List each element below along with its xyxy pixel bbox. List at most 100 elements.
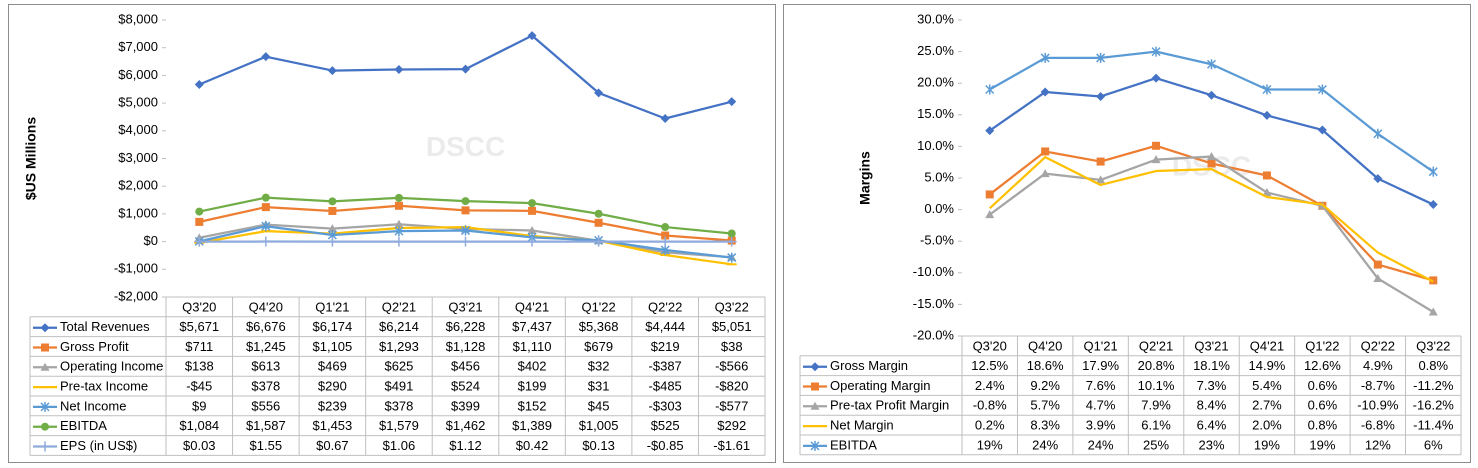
- table-value: 3.9%: [1086, 418, 1116, 433]
- y-axis-title: $US Millions: [23, 117, 39, 200]
- table-value: $0.67: [316, 438, 349, 453]
- y-tick-label: $6,000: [118, 67, 158, 82]
- table-value: 2.4%: [975, 378, 1005, 393]
- marker: [1096, 91, 1106, 101]
- marker: [461, 197, 470, 206]
- marker: [527, 236, 538, 247]
- marker: [460, 236, 471, 247]
- x-tick-label: Q3'21: [448, 299, 482, 314]
- table-value: 7.9%: [1141, 398, 1171, 413]
- table-value: $469: [318, 359, 347, 374]
- y-tick-label: $2,000: [118, 178, 158, 193]
- x-tick-label: Q2'22: [648, 299, 682, 314]
- marker: [1373, 128, 1383, 139]
- table-value: $556: [251, 398, 280, 413]
- y-tick-label: -15.0%: [913, 296, 955, 311]
- y-tick-label: $4,000: [118, 122, 158, 137]
- marker: [985, 84, 995, 95]
- table-value: -$485: [649, 379, 682, 394]
- marker: [1262, 171, 1271, 180]
- table-value: $399: [451, 398, 480, 413]
- marker: [328, 206, 337, 215]
- table-value: $239: [318, 398, 347, 413]
- marker: [328, 197, 337, 206]
- y-tick-label: 15.0%: [917, 106, 954, 121]
- marker: [985, 190, 994, 199]
- marker: [394, 193, 403, 202]
- marker: [1428, 200, 1438, 210]
- marker: [1040, 169, 1050, 178]
- marker: [1207, 159, 1216, 168]
- table-value: $1,587: [246, 418, 286, 433]
- marker: [41, 422, 49, 431]
- x-tick-label: Q1'22: [1305, 338, 1339, 353]
- marker: [985, 126, 995, 136]
- table-value: $45: [588, 398, 610, 413]
- marker: [661, 223, 670, 232]
- table-value: $31: [588, 379, 610, 394]
- marker: [528, 206, 537, 215]
- table-value: 8.3%: [1030, 418, 1060, 433]
- table-value: -11.4%: [1413, 418, 1454, 433]
- table-value: 5.7%: [1030, 398, 1060, 413]
- table-value: 6%: [1424, 437, 1443, 452]
- table-value: -$45: [186, 379, 212, 394]
- marker: [1206, 59, 1217, 70]
- marker: [1317, 84, 1327, 95]
- y-tick-label: 20.0%: [917, 75, 954, 90]
- table-value: $491: [384, 379, 413, 394]
- legend-label: Pre-tax Income: [60, 379, 148, 394]
- table-value: 6.4%: [1197, 418, 1227, 433]
- marker: [40, 441, 50, 452]
- marker: [594, 218, 603, 227]
- y-tick-label: -$1,000: [114, 261, 158, 276]
- table-value: -$387: [649, 359, 682, 374]
- table-value: $7,437: [512, 319, 552, 334]
- marker: [1207, 152, 1216, 161]
- marker: [40, 323, 50, 333]
- marker: [1151, 155, 1161, 164]
- marker: [527, 31, 537, 41]
- marker: [461, 64, 470, 74]
- table-value: $1.06: [383, 438, 416, 453]
- x-tick-label: Q3'20: [973, 338, 1007, 353]
- marker: [810, 401, 820, 410]
- table-value: $1,105: [313, 339, 353, 354]
- table-value: 12.5%: [971, 358, 1008, 373]
- marker: [394, 226, 404, 237]
- marker: [1317, 125, 1327, 135]
- table-value: 19%: [977, 437, 1003, 452]
- y-tick-label: $0: [144, 233, 158, 248]
- table-value: -$820: [715, 379, 748, 394]
- table-value: -0.8%: [973, 398, 1007, 413]
- marker: [394, 64, 404, 74]
- marker: [727, 252, 737, 263]
- table-value: 20.8%: [1138, 358, 1175, 373]
- marker: [261, 52, 271, 62]
- table-value: 18.1%: [1193, 358, 1230, 373]
- marker: [594, 88, 604, 98]
- table-value: 2.7%: [1252, 398, 1282, 413]
- legend-label: Operating Income: [60, 359, 163, 374]
- marker: [394, 219, 404, 228]
- table-value: -$303: [649, 398, 682, 413]
- table-value: 9.2%: [1030, 378, 1060, 393]
- marker: [1428, 166, 1438, 177]
- table-value: $138: [185, 359, 214, 374]
- legend-label: Gross Profit: [60, 339, 129, 354]
- y-tick-label: 5.0%: [924, 169, 954, 184]
- legend-label: Gross Margin: [830, 358, 908, 373]
- table-value: $0.42: [516, 438, 549, 453]
- x-tick-label: Q1'22: [581, 299, 615, 314]
- table-value: $524: [451, 379, 480, 394]
- marker: [810, 362, 820, 372]
- table-value: -$566: [715, 359, 748, 374]
- table-value: $1,579: [379, 418, 419, 433]
- table-value: $6,214: [379, 319, 419, 334]
- y-tick-label: $7,000: [118, 39, 158, 54]
- marker: [394, 201, 403, 210]
- legend-label: EBITDA: [60, 418, 107, 433]
- panel: [783, 4, 1471, 463]
- table-value: 0.8%: [1308, 418, 1338, 433]
- table-value: 7.6%: [1086, 378, 1116, 393]
